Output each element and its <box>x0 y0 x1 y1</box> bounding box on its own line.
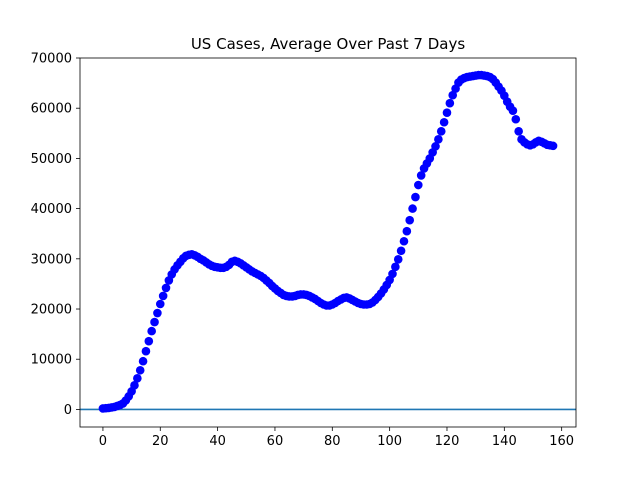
data-point <box>548 141 558 151</box>
data-point <box>144 336 154 346</box>
x-tick-label: 60 <box>267 434 284 449</box>
data-point <box>445 98 455 108</box>
y-tick-label: 10000 <box>31 353 72 368</box>
data-point <box>391 262 400 272</box>
chart-title: US Cases, Average Over Past 7 Days <box>191 35 465 53</box>
data-point <box>414 180 423 190</box>
data-point <box>436 126 446 136</box>
axes-frame <box>79 57 577 428</box>
data-point <box>141 346 151 356</box>
data-point <box>161 283 171 293</box>
data-point <box>150 317 159 327</box>
data-point <box>411 192 420 202</box>
data-point <box>158 291 168 301</box>
y-tick-label: 0 <box>64 403 72 418</box>
data-point <box>402 226 412 236</box>
x-tick-label: 40 <box>209 434 226 449</box>
x-tick-label: 20 <box>152 434 169 449</box>
x-tick-label: 160 <box>549 434 574 449</box>
data-point <box>147 326 156 336</box>
data-point <box>434 135 443 144</box>
data-point <box>396 246 406 256</box>
data-point <box>135 365 145 375</box>
data-point <box>388 269 397 279</box>
data-point <box>130 381 139 390</box>
data-point <box>399 236 409 246</box>
x-tick-label: 0 <box>99 434 107 449</box>
y-tick-label: 30000 <box>31 252 72 267</box>
x-tick-label: 120 <box>435 434 460 449</box>
data-point <box>133 374 142 383</box>
data-point <box>393 255 403 264</box>
y-tick-label: 70000 <box>31 52 72 67</box>
data-point <box>138 356 148 366</box>
y-tick-label: 60000 <box>31 102 72 117</box>
y-tick-label: 40000 <box>31 202 72 217</box>
data-point <box>448 90 458 100</box>
data-point <box>155 299 165 309</box>
y-tick-label: 50000 <box>31 152 72 167</box>
data-point <box>511 114 521 124</box>
data-point <box>405 215 415 225</box>
y-tick-label: 20000 <box>31 303 72 318</box>
data-point <box>508 106 518 116</box>
data-point <box>439 117 449 127</box>
x-tick-label: 80 <box>324 434 341 449</box>
data-point <box>431 142 440 151</box>
data-point <box>408 204 417 213</box>
data-point <box>514 126 523 136</box>
x-tick-label: 140 <box>492 434 517 449</box>
data-point <box>416 171 426 180</box>
plot-area: 0 20 40 60 80 100 120 140 160 0 10000 20000 30000 400… <box>31 52 577 449</box>
data-point <box>442 108 452 118</box>
x-tick-label: 100 <box>377 434 402 449</box>
data-point <box>153 308 162 318</box>
